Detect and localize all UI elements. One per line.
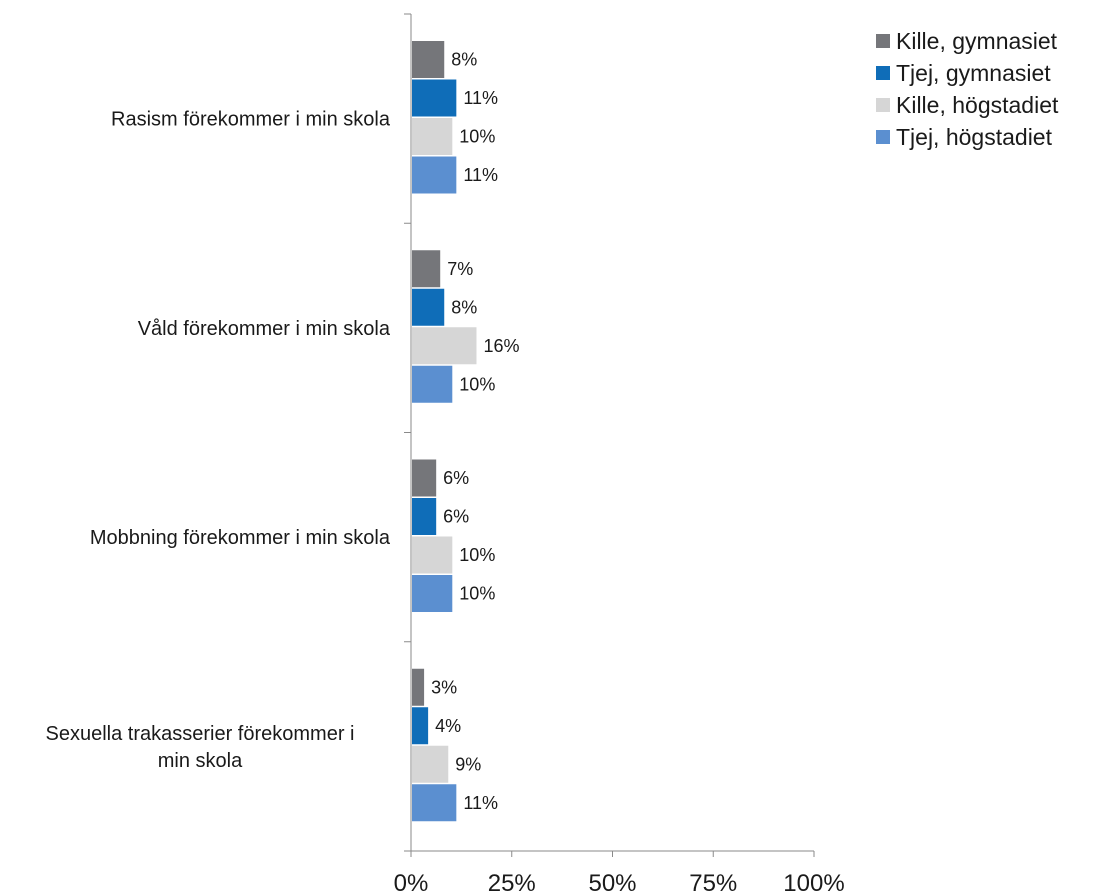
- bar: [412, 575, 453, 612]
- bar: [412, 668, 425, 706]
- bar-value-label: 8%: [451, 297, 477, 317]
- bar: [412, 118, 453, 155]
- bar: [412, 459, 437, 497]
- bar: [412, 745, 449, 783]
- bar: [412, 784, 457, 822]
- bar-value-label: 16%: [483, 336, 519, 356]
- bar-value-label: 11%: [463, 793, 498, 813]
- bar-value-label: 10%: [459, 584, 495, 604]
- legend-label: Tjej, högstadiet: [896, 124, 1053, 150]
- bar-value-label: 9%: [455, 754, 481, 774]
- bar: [412, 288, 445, 326]
- bar: [412, 79, 457, 117]
- bar-value-label: 10%: [459, 374, 495, 394]
- category-label: Rasism förekommer i min skola: [111, 109, 391, 131]
- legend-swatch: [876, 98, 890, 112]
- category-label: Sexuella trakasserier förekommer i min sk…: [46, 723, 355, 772]
- bar-value-label: 3%: [431, 677, 457, 697]
- legend-swatch: [876, 66, 890, 80]
- x-tick-label: 50%: [588, 870, 636, 894]
- x-tick-label: 100%: [783, 870, 844, 894]
- bar-value-label: 6%: [443, 507, 469, 527]
- bar: [412, 327, 477, 365]
- bar: [412, 707, 429, 745]
- x-tick-label: 0%: [394, 870, 429, 894]
- legend-label: Tjej, gymnasiet: [896, 60, 1051, 86]
- category-label: Mobbning förekommer i min skola: [90, 527, 391, 549]
- legend-swatch: [876, 130, 890, 144]
- bar-value-label: 4%: [435, 716, 461, 736]
- bar-value-label: 6%: [443, 468, 469, 488]
- bar-value-label: 11%: [463, 88, 498, 108]
- x-tick-label: 25%: [488, 870, 536, 894]
- bar-value-label: 8%: [451, 50, 477, 70]
- legend-label: Kille, gymnasiet: [896, 28, 1058, 54]
- legend-swatch: [876, 34, 890, 48]
- bar-value-label: 11%: [463, 165, 498, 185]
- bar: [412, 250, 441, 288]
- bar: [412, 156, 457, 194]
- bar-value-label: 10%: [459, 545, 495, 565]
- bar: [412, 365, 453, 403]
- x-tick-label: 75%: [689, 870, 737, 894]
- category-label: Våld förekommer i min skola: [138, 318, 391, 340]
- legend-label: Kille, högstadiet: [896, 92, 1059, 118]
- bar-value-label: 7%: [447, 259, 473, 279]
- bar-value-label: 10%: [459, 127, 495, 147]
- bar: [412, 536, 453, 574]
- bar: [412, 498, 437, 535]
- bar: [412, 41, 445, 78]
